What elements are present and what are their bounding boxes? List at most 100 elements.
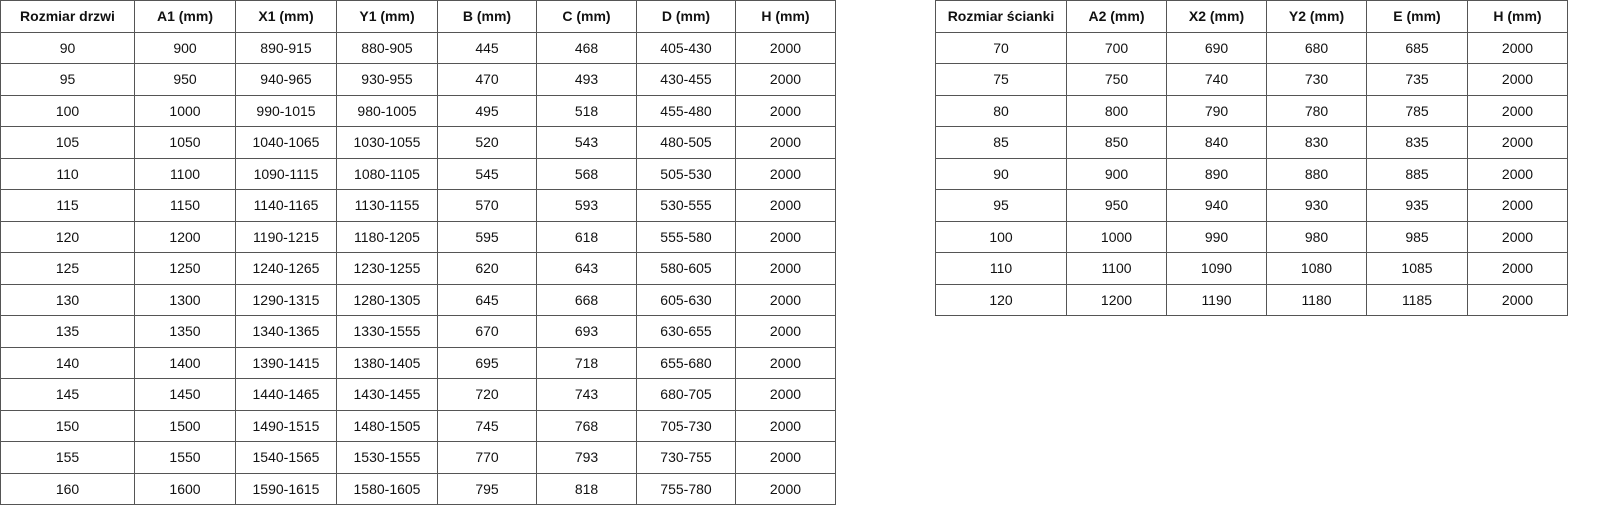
table-cell: 120 (935, 283, 1067, 316)
table-cell: 880 (1266, 157, 1367, 190)
table-cell: 1390-1415 (235, 346, 337, 379)
table-row: 75 750 740 730 735 2000 (935, 63, 1568, 96)
table-cell: 2000 (735, 315, 836, 348)
table-row: 110 1100 1090 1080 1085 2000 (935, 252, 1568, 285)
table-cell: 750 (1066, 63, 1167, 96)
table-cell: 130 (0, 283, 135, 316)
table-cell: 950 (134, 63, 236, 96)
table-cell: 155 (0, 441, 135, 474)
table-cell: 770 (437, 441, 537, 474)
table-cell: 2000 (1467, 63, 1568, 96)
table-cell: 830 (1266, 126, 1367, 159)
header-row: Rozmiar drzwi A1 (mm) X1 (mm) Y1 (mm) B (mm)… (0, 0, 836, 33)
table-cell: 1200 (1066, 283, 1167, 316)
table-cell: 930-955 (336, 63, 438, 96)
table-cell: 570 (437, 189, 537, 222)
table-cell: 1440-1465 (235, 378, 337, 411)
table-cell: 2000 (735, 472, 836, 505)
table-cell: 2000 (1467, 94, 1568, 127)
table-cell: 105 (0, 126, 135, 159)
table-cell: 645 (437, 283, 537, 316)
table-cell: 1580-1605 (336, 472, 438, 505)
table-cell: 680 (1266, 31, 1367, 64)
table-cell: 930 (1266, 189, 1367, 222)
table-cell: 1185 (1366, 283, 1468, 316)
table-cell: 1280-1305 (336, 283, 438, 316)
table-cell: 140 (0, 346, 135, 379)
table-cell: 518 (536, 94, 637, 127)
column-header: Rozmiar ścianki (935, 0, 1067, 33)
table-cell: 935 (1366, 189, 1468, 222)
table-cell: 980 (1266, 220, 1367, 253)
table-row: 100 1000 990-1015 980-1005 495 518 455-480 2000 (0, 94, 836, 127)
table-cell: 160 (0, 472, 135, 505)
table-cell: 670 (437, 315, 537, 348)
table-cell: 1340-1365 (235, 315, 337, 348)
table-cell: 1500 (134, 409, 236, 442)
table-cell: 1180-1205 (336, 220, 438, 253)
table-cell: 1350 (134, 315, 236, 348)
table-cell: 1050 (134, 126, 236, 159)
table-row: 85 850 840 830 835 2000 (935, 126, 1568, 159)
table-cell: 100 (0, 94, 135, 127)
table-row: 110 1100 1090-1115 1080-1105 545 568 505-530 20… (0, 157, 836, 190)
table-cell: 793 (536, 441, 637, 474)
table-cell: 1100 (1066, 252, 1167, 285)
column-header: X1 (mm) (235, 0, 337, 33)
table-cell: 840 (1166, 126, 1267, 159)
table-cell: 1000 (134, 94, 236, 127)
table-cell: 2000 (735, 220, 836, 253)
table-cell: 1600 (134, 472, 236, 505)
table-row: 140 1400 1390-1415 1380-1405 695 718 655-680 20… (0, 346, 836, 379)
table-cell: 1540-1565 (235, 441, 337, 474)
table-cell: 735 (1366, 63, 1468, 96)
table-cell: 730-755 (636, 441, 736, 474)
table-cell: 530-555 (636, 189, 736, 222)
table-cell: 543 (536, 126, 637, 159)
column-header: Y1 (mm) (336, 0, 438, 33)
table-cell: 700 (1066, 31, 1167, 64)
table-cell: 505-530 (636, 157, 736, 190)
table-row: 90 900 890-915 880-905 445 468 405-430 2000 (0, 31, 836, 64)
table-cell: 835 (1366, 126, 1468, 159)
table-cell: 1300 (134, 283, 236, 316)
table-cell: 568 (536, 157, 637, 190)
table-cell: 455-480 (636, 94, 736, 127)
table-cell: 718 (536, 346, 637, 379)
table-cell: 620 (437, 252, 537, 285)
table-cell: 2000 (735, 157, 836, 190)
table-cell: 120 (0, 220, 135, 253)
table-row: 80 800 790 780 785 2000 (935, 94, 1568, 127)
table-row: 145 1450 1440-1465 1430-1455 720 743 680-705 20… (0, 378, 836, 411)
table-cell: 75 (935, 63, 1067, 96)
table-cell: 1230-1255 (336, 252, 438, 285)
table-cell: 468 (536, 31, 637, 64)
table-cell: 990 (1166, 220, 1267, 253)
table-cell: 595 (437, 220, 537, 253)
table-cell: 2000 (735, 126, 836, 159)
table-cell: 1530-1555 (336, 441, 438, 474)
table-cell: 110 (0, 157, 135, 190)
table-cell: 2000 (1467, 31, 1568, 64)
table-cell: 740 (1166, 63, 1267, 96)
table-cell: 1180 (1266, 283, 1367, 316)
table-cell: 890-915 (235, 31, 337, 64)
table-cell: 768 (536, 409, 637, 442)
table-cell: 2000 (735, 409, 836, 442)
table-cell: 1480-1505 (336, 409, 438, 442)
table-row: 155 1550 1540-1565 1530-1555 770 793 730-755 20… (0, 441, 836, 474)
table-cell: 1080 (1266, 252, 1367, 285)
table-row: 135 1350 1340-1365 1330-1555 670 693 630-655 20… (0, 315, 836, 348)
table-cell: 1030-1055 (336, 126, 438, 159)
column-header: A2 (mm) (1066, 0, 1167, 33)
table-cell: 790 (1166, 94, 1267, 127)
table-cell: 95 (935, 189, 1067, 222)
table-row: 130 1300 1290-1315 1280-1305 645 668 605-630 20… (0, 283, 836, 316)
table-cell: 818 (536, 472, 637, 505)
table-cell: 1190-1215 (235, 220, 337, 253)
table-cell: 730 (1266, 63, 1367, 96)
table-cell: 990-1015 (235, 94, 337, 127)
table-cell: 1140-1165 (235, 189, 337, 222)
table-row: 95 950 940-965 930-955 470 493 430-455 2000 (0, 63, 836, 96)
table-cell: 2000 (735, 94, 836, 127)
